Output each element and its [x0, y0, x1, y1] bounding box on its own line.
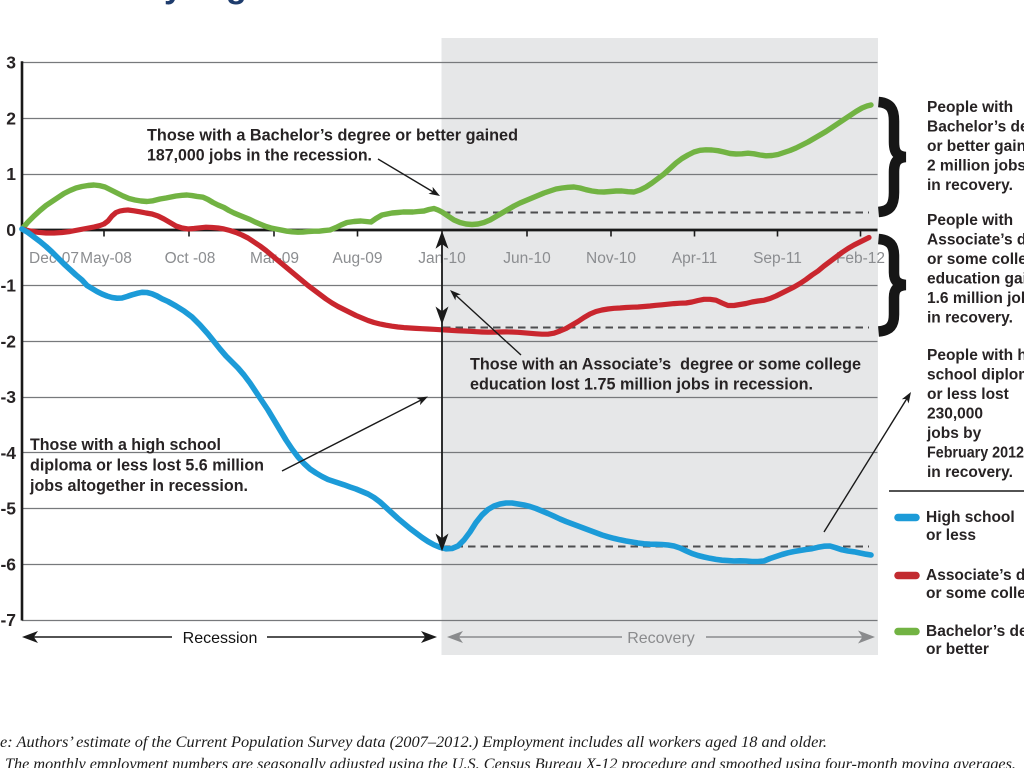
svg-text:-7: -7	[0, 610, 16, 630]
svg-text:Oct -08: Oct -08	[165, 250, 216, 267]
svg-text:Those with a Bachelor’s degree: Those with a Bachelor’s degree or better…	[147, 126, 518, 145]
svg-text:Nov-10: Nov-10	[586, 250, 636, 267]
svg-text:-4: -4	[0, 443, 16, 463]
svg-text:3: 3	[6, 53, 16, 73]
svg-text:or less: or less	[926, 527, 976, 544]
svg-text:People with: People with	[927, 212, 1013, 229]
svg-text:education lost 1.75 million jo: education lost 1.75 million jobs in rece…	[470, 375, 813, 394]
svg-text:jobs by: jobs by	[926, 425, 982, 442]
svg-text:Aug-09: Aug-09	[333, 250, 383, 267]
svg-text:May-08: May-08	[80, 250, 132, 267]
svg-text:Associate’s degrees: Associate’s degrees	[926, 567, 1024, 584]
svg-text:in recovery.: in recovery.	[927, 464, 1013, 481]
svg-text:February 2012: February 2012	[927, 445, 1024, 462]
svg-text:People with: People with	[927, 99, 1013, 116]
svg-text:Those with an Associate’s deg: Those with an Associate’s degree or some…	[470, 355, 861, 374]
svg-text:Feb-12: Feb-12	[836, 250, 885, 267]
svg-text:1.6 million jobs: 1.6 million jobs	[927, 290, 1024, 307]
svg-text:education gained: education gained	[927, 271, 1024, 288]
svg-text:Recession: Recession	[183, 630, 258, 647]
svg-text:Associate’s degrees: Associate’s degrees	[927, 232, 1024, 249]
svg-text:y: y	[164, 0, 183, 6]
svg-text:diploma or less lost 5.6 milli: diploma or less lost 5.6 million	[30, 456, 264, 475]
svg-text:-6: -6	[0, 555, 16, 575]
svg-text:High school: High school	[926, 509, 1015, 526]
svg-text:230,000: 230,000	[927, 406, 983, 423]
svg-text:jobs altogether in recession.: jobs altogether in recession.	[29, 476, 248, 495]
svg-text:Jun-10: Jun-10	[503, 250, 551, 267]
svg-text:Bachelor’s degrees: Bachelor’s degrees	[926, 623, 1024, 640]
svg-text:1: 1	[6, 164, 16, 184]
svg-text:g: g	[226, 0, 247, 6]
svg-text:Bachelor’s degrees: Bachelor’s degrees	[927, 119, 1024, 136]
svg-text:or some college: or some college	[926, 585, 1024, 602]
svg-text:-1: -1	[0, 276, 16, 296]
svg-text:in recovery.: in recovery.	[927, 177, 1013, 194]
svg-text:2: 2	[6, 109, 16, 129]
svg-text:-3: -3	[0, 387, 16, 407]
svg-text:2 million jobs: 2 million jobs	[927, 158, 1024, 175]
svg-text:or less lost: or less lost	[927, 386, 1009, 403]
svg-text:0: 0	[6, 220, 16, 240]
svg-text:The monthly employment numbers: The monthly employment numbers are seaso…	[5, 756, 1016, 768]
svg-text:Sep-11: Sep-11	[753, 250, 802, 267]
svg-text:in recovery.: in recovery.	[927, 310, 1013, 327]
svg-text:or better: or better	[926, 641, 989, 658]
svg-text:e: Authors’ estimate of the Cu: e: Authors’ estimate of the Current Popu…	[0, 734, 827, 751]
svg-text:Recovery: Recovery	[627, 630, 695, 647]
svg-text:or better gained: or better gained	[927, 138, 1024, 155]
svg-text:Apr-11: Apr-11	[672, 250, 717, 267]
svg-text:-5: -5	[0, 499, 16, 519]
svg-text:People with high: People with high	[927, 347, 1024, 364]
svg-text:Those with a high school: Those with a high school	[30, 435, 221, 454]
svg-text:school diplomas: school diplomas	[927, 367, 1024, 384]
svg-text:-2: -2	[0, 331, 16, 351]
svg-text:or some college: or some college	[927, 251, 1024, 268]
svg-text:187,000 jobs in the recession.: 187,000 jobs in the recession.	[147, 146, 372, 165]
